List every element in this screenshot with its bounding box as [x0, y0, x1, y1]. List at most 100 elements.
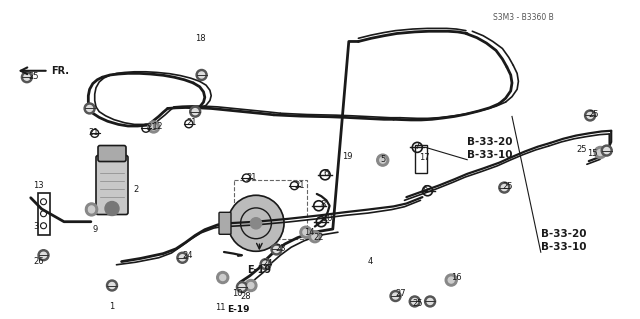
Text: 21: 21: [88, 128, 99, 137]
Circle shape: [198, 72, 205, 78]
Text: FR.: FR.: [52, 66, 70, 76]
Bar: [38, 193, 49, 235]
Text: 1: 1: [109, 302, 115, 311]
Text: 3: 3: [33, 222, 38, 231]
Circle shape: [196, 70, 207, 80]
Text: 27: 27: [396, 289, 406, 298]
Circle shape: [84, 103, 95, 114]
Text: S3M3 - B3360 B: S3M3 - B3360 B: [493, 13, 554, 22]
Text: 13: 13: [33, 181, 44, 189]
Circle shape: [448, 277, 454, 283]
Text: 2: 2: [133, 185, 138, 194]
Text: 25: 25: [589, 110, 599, 119]
Text: 25: 25: [502, 182, 513, 191]
Text: B-33-20: B-33-20: [467, 137, 513, 147]
Circle shape: [595, 146, 606, 159]
Circle shape: [587, 113, 593, 118]
Circle shape: [179, 255, 186, 261]
Text: 14: 14: [304, 228, 314, 237]
Circle shape: [250, 218, 262, 229]
Circle shape: [499, 182, 510, 193]
Text: 24: 24: [262, 259, 273, 268]
Circle shape: [427, 299, 433, 304]
Circle shape: [601, 145, 612, 156]
Circle shape: [597, 150, 604, 155]
Circle shape: [412, 299, 418, 304]
Circle shape: [88, 207, 95, 213]
Text: B-33-10: B-33-10: [541, 242, 586, 252]
Text: 22: 22: [314, 233, 324, 242]
Text: 25: 25: [413, 299, 423, 308]
Circle shape: [228, 195, 284, 251]
Circle shape: [40, 252, 47, 258]
Text: B-33-10: B-33-10: [467, 150, 513, 160]
Circle shape: [106, 280, 118, 291]
Circle shape: [105, 202, 119, 216]
Circle shape: [501, 185, 508, 190]
Text: E-19: E-19: [247, 265, 271, 275]
Circle shape: [273, 247, 280, 252]
Text: 9: 9: [93, 225, 98, 234]
Text: 18: 18: [195, 34, 206, 43]
Circle shape: [309, 231, 321, 243]
Text: 17: 17: [419, 153, 430, 162]
Bar: [234, 180, 307, 239]
Bar: [415, 145, 427, 173]
Text: 21: 21: [187, 118, 197, 127]
Circle shape: [380, 157, 386, 163]
Text: 10: 10: [232, 289, 242, 298]
FancyBboxPatch shape: [219, 212, 231, 234]
Circle shape: [584, 110, 596, 121]
Text: 21: 21: [294, 181, 305, 189]
Circle shape: [21, 72, 33, 83]
Text: 25: 25: [576, 145, 586, 154]
Text: B-33-20: B-33-20: [541, 229, 586, 240]
Circle shape: [262, 261, 269, 267]
Circle shape: [86, 106, 93, 111]
Text: 24: 24: [182, 251, 193, 260]
Circle shape: [409, 296, 420, 307]
Circle shape: [445, 274, 457, 286]
Text: 5: 5: [381, 155, 386, 164]
Text: 8: 8: [320, 200, 325, 209]
Text: 4: 4: [368, 257, 373, 266]
Circle shape: [303, 229, 309, 235]
Text: 23: 23: [275, 244, 286, 253]
Circle shape: [150, 124, 157, 130]
Circle shape: [86, 203, 97, 215]
Circle shape: [192, 109, 198, 115]
Circle shape: [177, 252, 188, 263]
FancyBboxPatch shape: [96, 156, 128, 214]
Text: 26: 26: [33, 257, 44, 266]
Circle shape: [245, 279, 257, 292]
Circle shape: [38, 250, 49, 261]
Circle shape: [236, 282, 248, 293]
Circle shape: [109, 283, 115, 288]
Circle shape: [148, 121, 159, 133]
Text: 25: 25: [29, 72, 39, 81]
Circle shape: [300, 226, 312, 238]
Circle shape: [271, 244, 282, 255]
Circle shape: [217, 271, 228, 284]
Text: E-19: E-19: [227, 305, 250, 314]
Text: 6: 6: [422, 185, 428, 194]
Text: 15: 15: [588, 149, 598, 158]
Circle shape: [220, 275, 226, 280]
Circle shape: [377, 154, 388, 166]
Circle shape: [189, 106, 201, 117]
Circle shape: [248, 283, 254, 288]
Text: 28: 28: [240, 292, 251, 301]
Text: 6: 6: [323, 169, 328, 178]
Text: 12: 12: [152, 122, 163, 130]
Text: 7: 7: [415, 142, 420, 151]
Text: 21: 21: [246, 173, 257, 182]
Circle shape: [424, 296, 436, 307]
Circle shape: [24, 74, 30, 80]
FancyBboxPatch shape: [98, 145, 126, 161]
Circle shape: [260, 259, 271, 270]
Circle shape: [312, 234, 318, 240]
Circle shape: [239, 284, 245, 290]
Circle shape: [86, 204, 97, 216]
Circle shape: [392, 293, 399, 299]
Text: 19: 19: [342, 152, 353, 161]
